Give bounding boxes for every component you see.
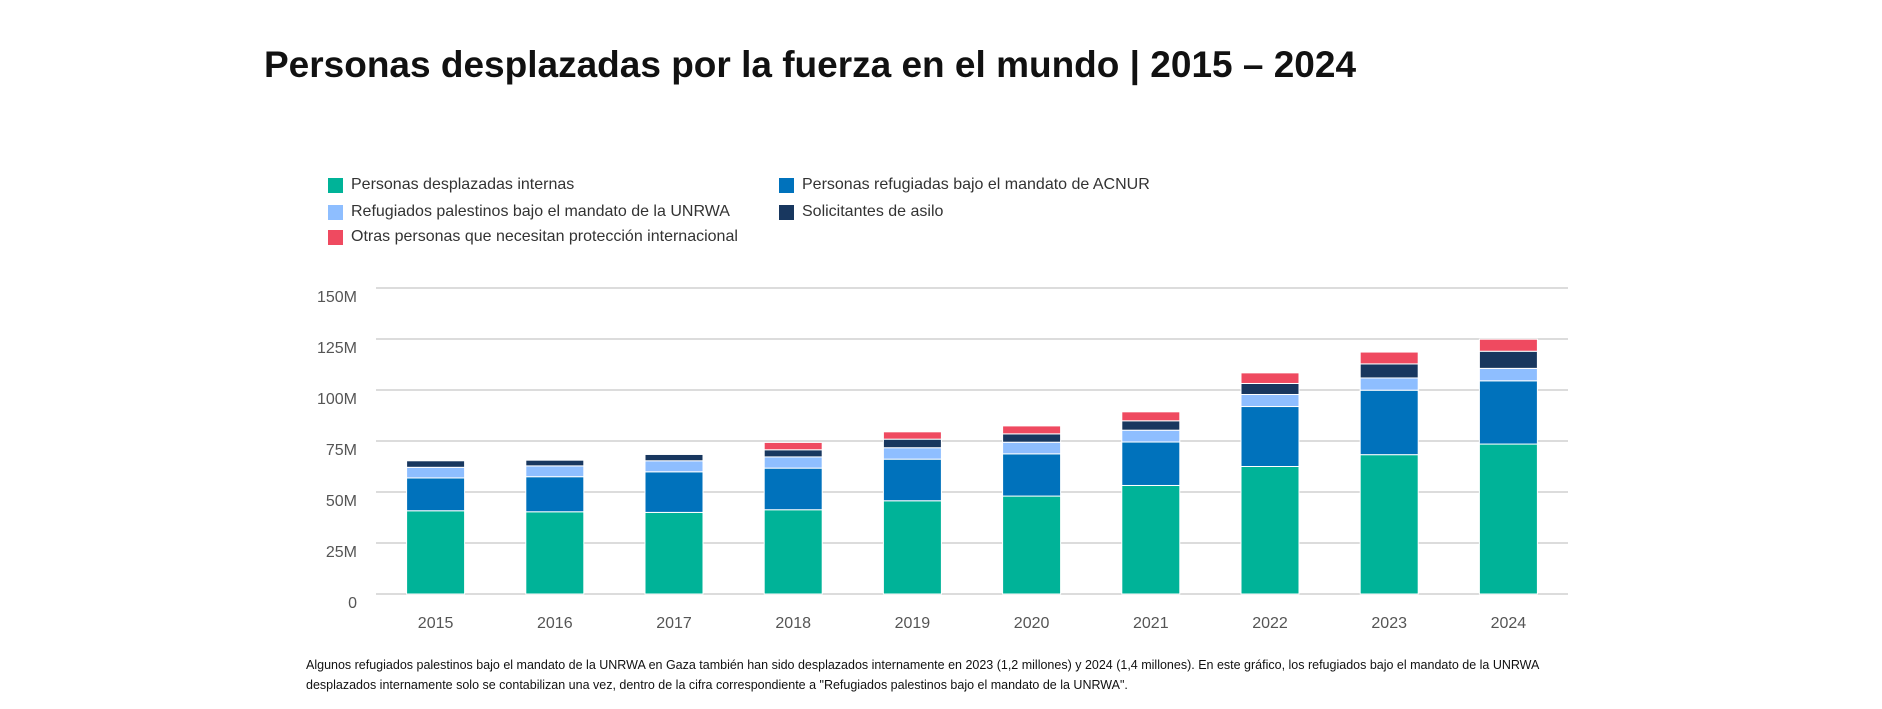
y-tick-label: 150M [317,289,357,306]
bar-segment [1478,443,1538,595]
legend-label: Refugiados palestinos bajo el mandato de… [351,203,730,220]
bar-segment [763,456,823,469]
legend-label: Otras personas que necesitan protección … [351,228,738,245]
x-tick-label: 2021 [1133,615,1169,632]
chart-title: Personas desplazadas por la fuerza en el… [264,44,1357,85]
x-tick-label: 2017 [656,615,692,632]
legend-item[interactable]: Personas refugiadas bajo el mandato de A… [779,176,1150,194]
legend-swatch [328,204,343,220]
legend-item[interactable]: Otras personas que necesitan protección … [328,228,738,246]
x-tick-label: 2023 [1371,615,1407,632]
bar-segment [1002,453,1062,497]
bar-segment [882,500,942,595]
legend-label: Personas refugiadas bajo el mandato de A… [802,176,1150,193]
legend-item[interactable]: Refugiados palestinos bajo el mandato de… [328,203,730,221]
bar-segment [1240,382,1300,395]
chart: 0 25M 50M 75M 100M 125M 150M 2015 2016 2017 2018 20… [317,287,1568,632]
bar-segment [1121,441,1181,486]
y-tick-label: 50M [326,493,357,510]
bar-segment [406,466,466,479]
bar-segment [882,438,942,449]
bar-segment [882,458,942,502]
bar-segment [1359,363,1419,379]
bar-segment [1240,406,1300,467]
y-tick-label: 25M [326,544,357,561]
bar-segment [525,476,585,513]
legend-label: Solicitantes de asilo [802,203,944,220]
bar-segment [1121,420,1181,431]
bar-segment [882,431,942,440]
x-tick-label: 2024 [1491,615,1527,632]
legend-item[interactable]: Solicitantes de asilo [779,203,943,221]
bar-segment [644,511,704,595]
bar-segment [1240,466,1300,595]
bar-segment [644,453,704,462]
legend-item[interactable]: Personas desplazadas internas [328,176,574,194]
bar-segment [763,467,823,511]
bar-segment [644,460,704,473]
x-tick-label: 2018 [775,615,811,632]
legend-swatch [328,229,343,245]
y-tick-label: 0 [348,595,357,612]
bar-segment [763,441,823,451]
legend-label: Personas desplazadas internas [351,176,575,193]
x-tick-label: 2020 [1014,615,1050,632]
legend-swatch [328,177,343,193]
y-tick-label: 125M [317,340,357,357]
bar-segment [1478,338,1538,352]
bar-segment [1121,484,1181,595]
x-tick-label: 2015 [418,615,454,632]
bar-segment [1359,351,1419,365]
bar-segment [406,510,466,595]
legend-swatch [779,177,794,193]
x-tick-label: 2016 [537,615,573,632]
bar-segment [525,465,585,478]
legend-swatch [779,204,794,220]
footnote: Algunos refugiados palestinos bajo el ma… [306,658,1539,692]
bar-segment [1240,372,1300,384]
bar-segment [763,449,823,458]
bar-segment [1359,389,1419,456]
y-tick-label: 100M [317,391,357,408]
bar-segment [1002,441,1062,455]
bar-segment [1002,425,1062,435]
x-tick-label: 2022 [1252,615,1288,632]
bar-segment [1359,377,1419,391]
bar-segment [882,447,942,460]
bar-segment [525,511,585,595]
bar-segment [406,460,466,468]
bar-segment [1240,393,1300,408]
y-tick-label: 75M [326,442,357,459]
x-tick-label: 2019 [895,615,931,632]
bar-segment [525,459,585,467]
bar-segment [763,509,823,595]
bar-segment [1478,367,1538,382]
bar-segment [1359,454,1419,595]
bar-segment [1478,380,1538,445]
bar-segment [1002,433,1062,443]
bar-segment [1121,411,1181,422]
bar-segment [1002,495,1062,595]
bar-segment [1478,350,1538,369]
bar-segment [644,471,704,513]
bar-segment [406,477,466,512]
bar-segment [1121,429,1181,443]
